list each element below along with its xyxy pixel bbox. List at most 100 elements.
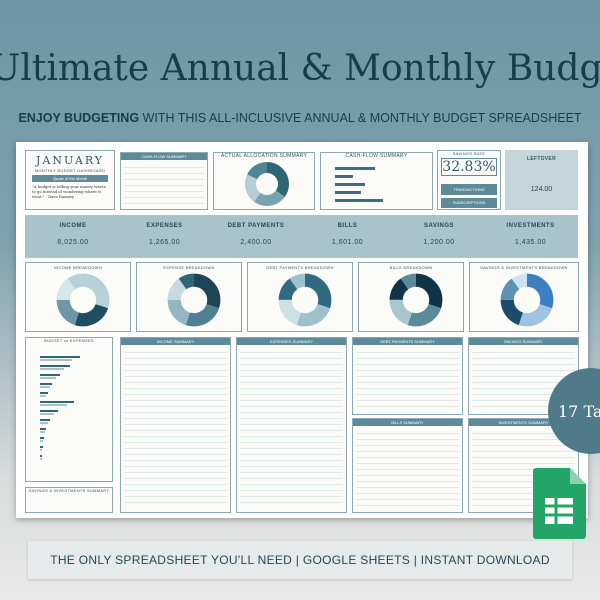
chart-title: ACTUAL ALLOCATION SUMMARY [220, 153, 308, 159]
donut [245, 162, 289, 206]
bar [335, 199, 383, 202]
card-value: 1,265.00 [148, 239, 181, 246]
table-rows [124, 162, 204, 206]
donut-segment [167, 273, 221, 327]
bar [40, 428, 46, 430]
cash-flow-table: CASH-FLOW SUMMARY [120, 152, 208, 210]
bar [335, 167, 375, 170]
table: DEBT PAYMENTS SUMMARY [352, 337, 463, 415]
subscriptions[interactable]: SUBSCRIPTIONS [441, 198, 497, 208]
bar [40, 457, 42, 460]
badge-text: 17 Tabs [558, 402, 600, 421]
chart-box: BILLS BREAKDOWN [358, 262, 464, 332]
savings-rate-label: SAVINGS RATE [452, 151, 486, 156]
donut-segment [389, 273, 443, 327]
card-label: SAVINGS [423, 223, 455, 229]
leftover: 124.00 [530, 186, 553, 193]
leftover-box: LEFTOVER 124.00 [505, 150, 578, 210]
table-rows [124, 347, 227, 505]
donut [389, 273, 443, 327]
card-value: 1,200.00 [423, 239, 455, 246]
footer: THE ONLY SPREADSHEET YOU'LL NEED | GOOGL… [28, 541, 572, 579]
chart-box: EXPENSE BREAKDOWN [136, 262, 242, 332]
subtitle-rest: WITH THIS ALL-INCLUSIVE ANNUAL & MONTHLY… [142, 111, 582, 125]
bar [40, 356, 80, 358]
leftover-label: LEFTOVER [527, 156, 556, 162]
month-box: JANUARY MONTHLY BUDGET DASHBOARD Quote o… [25, 150, 115, 210]
card-label: EXPENSES [146, 223, 183, 229]
card-label: INVESTMENTS [506, 223, 555, 229]
table-rows [356, 428, 459, 508]
table-header: INCOME SUMMARY [121, 338, 230, 345]
bar [40, 455, 42, 457]
table: INCOME SUMMARY [120, 337, 231, 513]
card-label: INCOME [59, 223, 87, 229]
donut [278, 273, 332, 327]
bar [40, 374, 60, 376]
chart-title: BUDGET vs EXPENSES [44, 338, 94, 343]
donut-segment [167, 273, 221, 327]
bar [40, 421, 48, 424]
bar [40, 383, 52, 385]
bar [40, 437, 44, 439]
bar [40, 448, 43, 451]
chart-box: DEBT PAYMENTS BREAKDOWN [247, 262, 353, 332]
budget-box: BUDGET vs EXPENSES [25, 337, 113, 482]
allocation-box: ACTUAL ALLOCATION SUMMARY [213, 152, 315, 210]
card-value: 1,435.00 [514, 239, 547, 246]
donut-segment [278, 273, 332, 327]
subtitle: ENJOY BUDGETING WITH THIS ALL-INCLUSIVE … [0, 111, 600, 125]
bar [40, 394, 47, 397]
bar [40, 367, 64, 370]
donut [56, 273, 110, 327]
transactions[interactable]: TRANSACTIONS [441, 184, 497, 195]
chart-title: SAVINGS & INVESTMENTS SUMMARY [28, 488, 110, 493]
bar [335, 175, 353, 178]
donut-segment [56, 273, 110, 327]
table-rows [240, 347, 343, 505]
chart-title: DEBT PAYMENTS BREAKDOWN [266, 265, 334, 270]
donut-segment [500, 273, 554, 327]
donut-segment [278, 273, 332, 327]
table: EXPENSES SUMMARY [236, 337, 347, 513]
donut [500, 273, 554, 327]
chart-title: CASH-FLOW SUMMARY [345, 153, 408, 159]
card-label: DEBT PAYMENTS [227, 223, 285, 229]
donut-segment [245, 162, 289, 206]
table-header: DEBT PAYMENTS SUMMARY [353, 338, 462, 345]
si-box: SAVINGS & INVESTMENTS SUMMARY [25, 487, 113, 513]
card-value: 1,601.00 [331, 239, 364, 246]
chart-title: INCOME BREAKDOWN [53, 265, 103, 270]
title: Ultimate Annual & Monthly Budget [0, 48, 600, 89]
bar [40, 385, 50, 388]
donut [167, 273, 221, 327]
bar [40, 439, 44, 442]
bar [335, 183, 365, 186]
cards-row: INCOME 8,025.00 EXPENSES 1,265.00 DEBT PAYME… [25, 215, 578, 258]
savings-rate: 32.83% [441, 158, 497, 176]
cash-flow-box: CASH-FLOW SUMMARY [320, 152, 433, 210]
donut-segment [245, 162, 289, 206]
sheets-icon [533, 468, 586, 539]
donut-segment [167, 273, 221, 327]
table-header: CASH-FLOW SUMMARY [121, 153, 207, 160]
bar [40, 419, 50, 421]
chart-title: SAVINGS & INVESTMENTS BREAKDOWN [480, 265, 568, 270]
savings-rate-box: SAVINGS RATE 32.83% TRANSACTIONS SUBSCRI… [437, 150, 501, 210]
bar [40, 365, 70, 367]
donut-segment [500, 273, 554, 327]
bar [40, 412, 55, 415]
donut-segment [245, 162, 289, 206]
month: JANUARY [35, 154, 105, 167]
table-header: SAVINGS SUMMARY [469, 338, 578, 345]
bar [40, 430, 45, 433]
bar [40, 446, 43, 448]
table-header: INVESTMENTS SUMMARY [469, 419, 578, 426]
table-header: BILLS SUMMARY [353, 419, 462, 426]
chart-box: INCOME BREAKDOWN [25, 262, 131, 332]
donut-segment [278, 273, 332, 327]
bar [335, 191, 361, 194]
bar [40, 401, 74, 403]
donut-segment [389, 273, 443, 327]
